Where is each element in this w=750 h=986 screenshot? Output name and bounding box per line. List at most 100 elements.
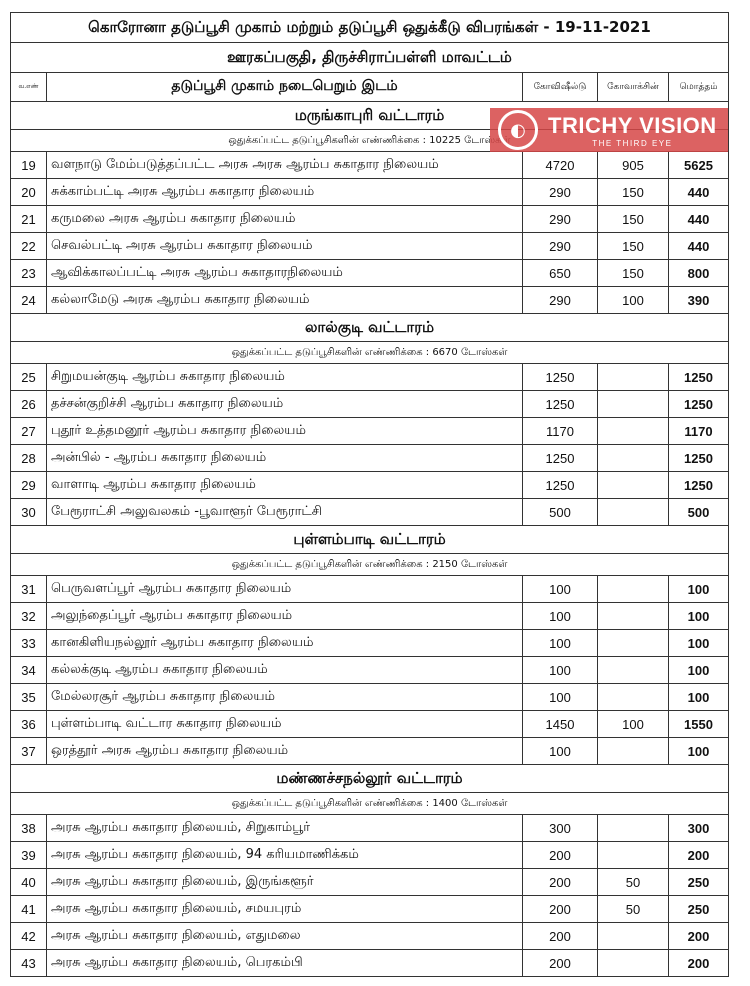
table-row: 32 அலுந்தைப்பூர் ஆரம்ப சுகாதார நிலையம் 100…: [10, 602, 729, 630]
covaxin-count: 905: [597, 151, 669, 179]
total-count: 390: [668, 286, 729, 314]
camp-location: சிறுமயன்குடி ஆரம்ப சுகாதார நிலையம்: [46, 363, 523, 391]
row-number: 40: [10, 868, 47, 896]
total-count: 200: [668, 841, 729, 869]
covaxin-count: 150: [597, 205, 669, 233]
covishield-count: 1250: [522, 363, 598, 391]
col-num-header: வ.எண்: [10, 72, 47, 102]
total-count: 100: [668, 683, 729, 711]
dose-allocation-note: ஒதுக்கப்பட்ட தடுப்பூசிகளின் எண்ணிக்கை : …: [10, 792, 729, 815]
covishield-count: 1250: [522, 444, 598, 472]
covishield-count: 1170: [522, 417, 598, 445]
total-count: 100: [668, 575, 729, 603]
total-count: 1250: [668, 444, 729, 472]
covishield-count: 100: [522, 602, 598, 630]
covishield-count: 200: [522, 895, 598, 923]
covishield-count: 4720: [522, 151, 598, 179]
row-number: 41: [10, 895, 47, 923]
covishield-count: 290: [522, 232, 598, 260]
camp-location: அரசு ஆரம்ப சுகாதார நிலையம், இருங்களூர்: [46, 868, 523, 896]
table-row: 22 செவல்பட்டி அரசு ஆரம்ப சுகாதார நிலையம் 2…: [10, 232, 729, 260]
row-number: 28: [10, 444, 47, 472]
total-count: 440: [668, 205, 729, 233]
camp-location: கானகிளியநல்லூர் ஆரம்ப சுகாதார நிலையம்: [46, 629, 523, 657]
camp-location: புள்ளம்பாடி வட்டார சுகாதார நிலையம்: [46, 710, 523, 738]
dose-allocation-row: ஒதுக்கப்பட்ட தடுப்பூசிகளின் எண்ணிக்கை : …: [10, 341, 729, 364]
total-count: 440: [668, 232, 729, 260]
col-place-header: தடுப்பூசி முகாம் நடைபெறும் இடம்: [46, 72, 523, 102]
covishield-count: 290: [522, 178, 598, 206]
total-count: 1250: [668, 363, 729, 391]
table-row: 33 கானகிளியநல்லூர் ஆரம்ப சுகாதார நிலையம் 1…: [10, 629, 729, 657]
row-number: 36: [10, 710, 47, 738]
covaxin-count: [597, 417, 669, 445]
covishield-count: 300: [522, 814, 598, 842]
covishield-count: 200: [522, 841, 598, 869]
col-covishield-header: கோவிஷீல்டு: [522, 72, 598, 102]
eye-logo-icon: ◐: [498, 110, 538, 150]
table-row: 36 புள்ளம்பாடி வட்டார சுகாதார நிலையம் 1450…: [10, 710, 729, 738]
total-count: 250: [668, 868, 729, 896]
covaxin-count: [597, 814, 669, 842]
camp-location: கருமலை அரசு ஆரம்ப சுகாதார நிலையம்: [46, 205, 523, 233]
table-row: 20 சுக்காம்பட்டி அரசு ஆரம்ப சுகாதார நிலைய…: [10, 178, 729, 206]
col-total-header: மொத்தம்: [668, 72, 729, 102]
table-row: 28 அன்பில் - ஆரம்ப சுகாதார நிலையம் 1250 125…: [10, 444, 729, 472]
covishield-count: 200: [522, 922, 598, 950]
camp-location: செவல்பட்டி அரசு ஆரம்ப சுகாதார நிலையம்: [46, 232, 523, 260]
covaxin-count: [597, 390, 669, 418]
camp-location: அரசு ஆரம்ப சுகாதார நிலையம், சிறுகாம்பூர்: [46, 814, 523, 842]
total-count: 100: [668, 629, 729, 657]
table-row: 19 வளநாடு மேம்படுத்தப்பட்ட அரசு அரசு ஆரம்…: [10, 151, 729, 179]
row-number: 22: [10, 232, 47, 260]
covishield-count: 200: [522, 868, 598, 896]
camp-location: சுக்காம்பட்டி அரசு ஆரம்ப சுகாதார நிலையம்: [46, 178, 523, 206]
watermark-brand: TRICHY VISION: [548, 112, 717, 138]
total-count: 1550: [668, 710, 729, 738]
covishield-count: 1250: [522, 471, 598, 499]
table-row: 25 சிறுமயன்குடி ஆரம்ப சுகாதார நிலையம் 1250…: [10, 363, 729, 391]
table-row: 35 மேல்லரசூர் ஆரம்ப சுகாதார நிலையம் 100 100: [10, 683, 729, 711]
table-row: 42 அரசு ஆரம்ப சுகாதார நிலையம், எதுமலை 200 2…: [10, 922, 729, 950]
covishield-count: 1250: [522, 390, 598, 418]
section-name: மண்ணச்சநல்லூர் வட்டாரம்: [10, 764, 729, 793]
table-row: 31 பெருவளப்பூர் ஆரம்ப சுகாதார நிலையம் 100 1…: [10, 575, 729, 603]
dose-allocation-note: ஒதுக்கப்பட்ட தடுப்பூசிகளின் எண்ணிக்கை : …: [10, 341, 729, 364]
camp-location: புதூர் உத்தமனூர் ஆரம்ப சுகாதார நிலையம்: [46, 417, 523, 445]
covaxin-count: 100: [597, 286, 669, 314]
covishield-count: 100: [522, 656, 598, 684]
table-row: 38 அரசு ஆரம்ப சுகாதார நிலையம், சிறுகாம்பூ…: [10, 814, 729, 842]
row-number: 37: [10, 737, 47, 765]
table-row: 30 பேரூராட்சி அலுவலகம் -பூவாளூர் பேரூராட்…: [10, 498, 729, 526]
total-count: 1250: [668, 390, 729, 418]
total-count: 1250: [668, 471, 729, 499]
row-number: 38: [10, 814, 47, 842]
table-row: 41 அரசு ஆரம்ப சுகாதார நிலையம், சமயபுரம் 20…: [10, 895, 729, 923]
row-number: 31: [10, 575, 47, 603]
row-number: 34: [10, 656, 47, 684]
camp-location: அரசு ஆரம்ப சுகாதார நிலையம், சமயபுரம்: [46, 895, 523, 923]
covaxin-count: [597, 737, 669, 765]
row-number: 32: [10, 602, 47, 630]
camp-location: தச்சன்குறிச்சி ஆரம்ப சுகாதார நிலையம்: [46, 390, 523, 418]
section-header-row: புள்ளம்பாடி வட்டாரம்: [10, 525, 729, 554]
covishield-count: 290: [522, 286, 598, 314]
covishield-count: 500: [522, 498, 598, 526]
covaxin-count: [597, 363, 669, 391]
covaxin-count: [597, 841, 669, 869]
camp-location: அரசு ஆரம்ப சுகாதார நிலையம், எதுமலை: [46, 922, 523, 950]
row-number: 42: [10, 922, 47, 950]
camp-location: அரசு ஆரம்ப சுகாதார நிலையம், 94 கரியமாணிக…: [46, 841, 523, 869]
covaxin-count: [597, 471, 669, 499]
total-count: 100: [668, 656, 729, 684]
covishield-count: 100: [522, 629, 598, 657]
covaxin-count: 50: [597, 868, 669, 896]
table-row: 39 அரசு ஆரம்ப சுகாதார நிலையம், 94 கரியமாண…: [10, 841, 729, 869]
covaxin-count: [597, 949, 669, 977]
camp-location: மேல்லரசூர் ஆரம்ப சுகாதார நிலையம்: [46, 683, 523, 711]
covaxin-count: [597, 922, 669, 950]
row-number: 33: [10, 629, 47, 657]
camp-location: வளநாடு மேம்படுத்தப்பட்ட அரசு அரசு ஆரம்ப …: [46, 151, 523, 179]
total-count: 200: [668, 949, 729, 977]
table-row: 24 கல்லாமேடு அரசு ஆரம்ப சுகாதார நிலையம் 29…: [10, 286, 729, 314]
